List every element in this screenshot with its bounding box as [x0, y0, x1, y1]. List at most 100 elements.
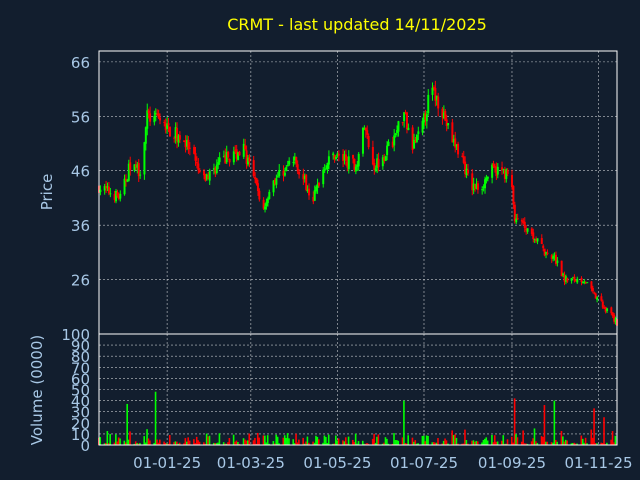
volume-bar	[268, 443, 270, 445]
volume-bar	[496, 441, 499, 445]
volume-bar	[434, 442, 436, 445]
x-tick-label: 01-07-25	[390, 454, 458, 472]
volume-bar	[471, 440, 473, 445]
candle-body	[435, 95, 438, 100]
volume-bar	[133, 443, 136, 445]
volume-bar	[444, 438, 446, 445]
volume-bar	[572, 442, 574, 445]
volume-bar	[396, 440, 398, 445]
candle-body	[540, 238, 543, 244]
candle-body	[495, 166, 498, 177]
candle-body	[184, 140, 187, 148]
chart-title: CRMT - last updated 14/11/2025	[227, 15, 487, 34]
volume-bar	[332, 443, 334, 445]
volume-bar	[381, 443, 384, 445]
volume-bar	[445, 440, 448, 445]
candle-body	[258, 190, 261, 200]
volume-bar	[600, 442, 602, 445]
candle-body	[252, 160, 255, 177]
volume-bar	[167, 443, 170, 445]
volume-bar	[215, 443, 218, 445]
candle-body	[255, 178, 258, 185]
volume-bar	[520, 441, 523, 445]
volume-bar	[405, 443, 408, 445]
volume-bar	[472, 440, 475, 445]
volume-bar	[197, 440, 199, 445]
candle-body	[374, 168, 377, 171]
candle-body	[384, 156, 387, 161]
volume-bar	[447, 443, 449, 445]
volume-bar	[543, 405, 546, 445]
candle-body	[235, 149, 238, 159]
volume-bar	[272, 441, 275, 445]
candle-body	[386, 145, 389, 156]
volume-bar	[255, 443, 258, 445]
volume-bar	[317, 439, 320, 445]
candle-body	[573, 276, 576, 281]
candle-body	[167, 123, 170, 126]
candle-body	[457, 143, 460, 155]
volume-bar	[576, 443, 578, 445]
candle-body	[485, 177, 488, 181]
candle-body	[357, 153, 360, 167]
candle-body	[546, 252, 549, 255]
candle-body	[455, 144, 458, 147]
candle-body	[156, 114, 159, 116]
candle-body	[119, 193, 122, 199]
candle-body	[225, 152, 228, 163]
price-y-tick-label: 56	[71, 108, 90, 126]
volume-grid	[99, 333, 617, 446]
candle-body	[387, 141, 390, 146]
candle-body	[316, 184, 319, 189]
candle-body	[174, 127, 177, 139]
candle-body	[106, 186, 109, 188]
volume-bar	[502, 435, 505, 445]
volume-bar	[580, 435, 583, 445]
candle-body	[566, 277, 569, 282]
volume-bar	[563, 441, 566, 445]
volume-bar	[481, 442, 483, 445]
candle-body	[344, 154, 347, 161]
candle-body	[254, 177, 257, 180]
candle-body	[530, 228, 533, 234]
candle-body	[347, 156, 350, 170]
candle-body	[295, 156, 298, 164]
candle-body	[545, 252, 548, 255]
volume-bar	[222, 442, 225, 445]
candle-body	[185, 139, 188, 147]
volume-bar	[147, 438, 150, 445]
candle-body	[603, 307, 606, 309]
volume-bar	[185, 441, 188, 445]
candle-body	[576, 278, 579, 283]
volume-bar	[404, 442, 407, 445]
volume-bar	[344, 437, 347, 445]
volume-bar	[422, 435, 425, 445]
candle-body	[183, 140, 186, 143]
volume-bar	[225, 443, 228, 445]
volume-bar	[107, 443, 110, 445]
candle-body	[466, 169, 469, 174]
candle-body	[523, 221, 526, 229]
candle-body	[407, 127, 410, 131]
candle-body	[157, 113, 160, 118]
price-y-tick-label: 26	[71, 272, 90, 290]
volume-bar	[546, 441, 549, 445]
volume-bar	[501, 440, 503, 445]
volume-bar	[247, 440, 249, 445]
candle-body	[526, 228, 529, 232]
candle-body	[238, 151, 241, 156]
volume-bar	[361, 440, 364, 445]
volume-bar	[391, 443, 394, 445]
volume-bar	[227, 442, 229, 445]
candle-body	[197, 163, 200, 171]
volume-bar	[523, 443, 526, 445]
candle-body	[285, 166, 288, 172]
volume-bar	[333, 443, 336, 445]
candle-body	[586, 282, 589, 284]
candle-body	[397, 121, 400, 132]
volume-bar	[613, 442, 615, 445]
volume-bar	[421, 435, 424, 445]
volume-bar	[485, 437, 488, 445]
volume-bar	[462, 443, 465, 445]
